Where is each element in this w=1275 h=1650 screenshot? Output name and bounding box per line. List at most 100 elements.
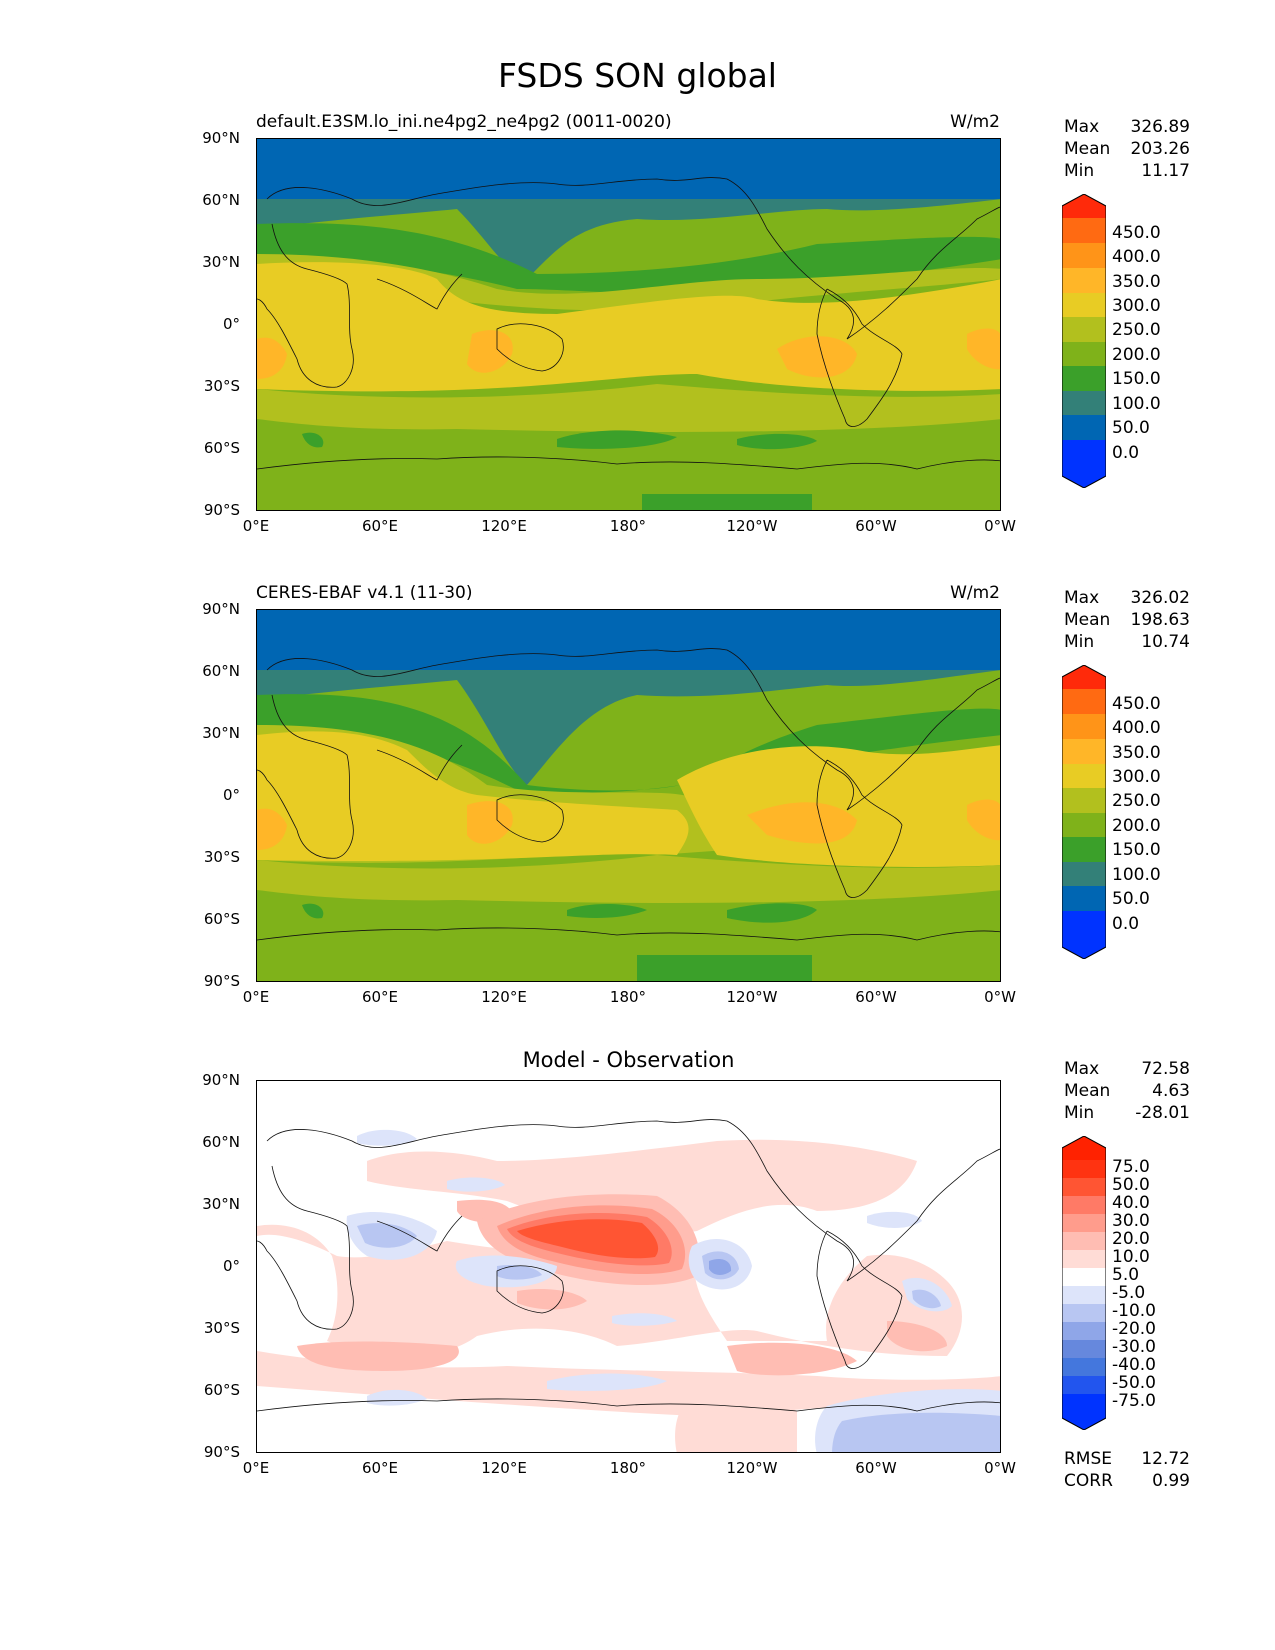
y-tick-label: 60°S [203, 439, 240, 457]
stat-label: Mean [1064, 610, 1111, 630]
map-difference [256, 1080, 1001, 1453]
stat-value: 326.89 [1130, 117, 1190, 137]
map-observation [256, 609, 1001, 982]
stat-label: Min [1064, 632, 1095, 652]
x-tick-label: 0°W [984, 1459, 1016, 1477]
stat-value: 72.58 [1141, 1059, 1190, 1079]
stat-value: 10.74 [1141, 632, 1190, 652]
y-tick-label: 90°N [202, 129, 240, 147]
colorbar-label: 50.0 [1112, 889, 1150, 909]
x-tick-label: 120°E [481, 988, 527, 1006]
x-tick-label: 120°W [726, 517, 778, 535]
colorbar-label: -30.0 [1112, 1337, 1156, 1357]
colorbar-label: 400.0 [1112, 718, 1161, 738]
stats-box: Max 326.02 Mean 198.63 Min 10.74 [1064, 587, 1190, 653]
colorbar-label: -40.0 [1112, 1355, 1156, 1375]
stat-value: 198.63 [1130, 610, 1190, 630]
colorbar-label: 300.0 [1112, 767, 1161, 787]
panel-units: W/m2 [950, 583, 1000, 603]
colorbar-label: 150.0 [1112, 840, 1161, 860]
x-tick-label: 120°W [726, 1459, 778, 1477]
stats-box: Max 326.89 Mean 203.26 Min 11.17 [1064, 116, 1190, 182]
stat-value: 203.26 [1130, 139, 1190, 159]
y-tick-label: 60°N [202, 191, 240, 209]
panel-observation: CERES-EBAF v4.1 (11-30) W/m2 [0, 583, 1275, 1043]
stat-value: 12.72 [1141, 1449, 1190, 1469]
colorbar [1062, 194, 1106, 488]
stat-value: 4.63 [1152, 1081, 1190, 1101]
colorbar-label: 450.0 [1112, 223, 1161, 243]
y-tick-label: 30°N [202, 253, 240, 271]
y-tick-label: 90°S [203, 501, 240, 519]
stat-label: Mean [1064, 1081, 1111, 1101]
colorbar [1062, 1136, 1106, 1430]
stat-label: RMSE [1064, 1449, 1113, 1469]
colorbar-label: 50.0 [1112, 1175, 1150, 1195]
colorbar [1062, 665, 1106, 959]
colorbar-label: 450.0 [1112, 694, 1161, 714]
colorbar-label: 400.0 [1112, 247, 1161, 267]
x-tick-label: 0°E [242, 1459, 270, 1477]
panel-difference: Model - Observation [0, 1048, 1275, 1514]
x-tick-label: 60°W [855, 988, 897, 1006]
x-tick-label: 180° [609, 988, 647, 1006]
colorbar-label: 150.0 [1112, 369, 1161, 389]
x-tick-label: 60°W [855, 1459, 897, 1477]
colorbar-label: 5.0 [1112, 1265, 1140, 1285]
x-tick-label: 60°E [361, 517, 399, 535]
stat-value: 326.02 [1130, 588, 1190, 608]
figure-title: FSDS SON global [498, 56, 777, 95]
y-tick-label: 30°S [203, 848, 240, 866]
y-tick-label: 60°N [202, 662, 240, 680]
y-tick-label: 90°N [202, 1071, 240, 1089]
y-tick-label: 60°S [203, 910, 240, 928]
colorbar-label: -50.0 [1112, 1373, 1156, 1393]
colorbar-label: 250.0 [1112, 791, 1161, 811]
stat-label: Max [1064, 1059, 1100, 1079]
y-tick-label: 30°S [203, 377, 240, 395]
stats-box: Max 72.58 Mean 4.63 Min -28.01 [1064, 1058, 1190, 1124]
stat-value: 11.17 [1141, 161, 1190, 181]
panel-model: default.E3SM.lo_ini.ne4pg2_ne4pg2 (0011-… [0, 112, 1275, 572]
panel-title: Model - Observation [522, 1048, 735, 1072]
x-tick-label: 60°E [361, 1459, 399, 1477]
x-tick-label: 0°W [984, 988, 1016, 1006]
y-tick-label: 0° [222, 786, 240, 804]
map-model [256, 138, 1001, 511]
colorbar-label: 350.0 [1112, 743, 1161, 763]
x-tick-label: 0°E [242, 988, 270, 1006]
y-tick-label: 60°S [203, 1381, 240, 1399]
y-tick-label: 30°N [202, 724, 240, 742]
y-tick-label: 30°N [202, 1195, 240, 1213]
error-stats: RMSE 12.72 CORR 0.99 [1064, 1448, 1190, 1492]
stat-label: Max [1064, 588, 1100, 608]
colorbar-label: 200.0 [1112, 345, 1161, 365]
colorbar-label: 30.0 [1112, 1211, 1150, 1231]
colorbar-label: 100.0 [1112, 394, 1161, 414]
x-tick-label: 0°E [242, 517, 270, 535]
panel-title: CERES-EBAF v4.1 (11-30) [256, 583, 473, 603]
stat-value: 0.99 [1152, 1471, 1190, 1491]
x-tick-label: 60°E [361, 988, 399, 1006]
y-tick-label: 90°S [203, 972, 240, 990]
colorbar-label: -10.0 [1112, 1301, 1156, 1321]
stat-label: Mean [1064, 139, 1111, 159]
stat-label: Min [1064, 1103, 1095, 1123]
y-tick-label: 90°S [203, 1443, 240, 1461]
y-tick-label: 90°N [202, 600, 240, 618]
colorbar-label: 0.0 [1112, 443, 1140, 463]
stat-value: -28.01 [1135, 1103, 1190, 1123]
x-tick-label: 60°W [855, 517, 897, 535]
y-tick-label: 60°N [202, 1133, 240, 1151]
stat-label: Min [1064, 161, 1095, 181]
colorbar-label: 0.0 [1112, 914, 1140, 934]
y-tick-label: 0° [222, 315, 240, 333]
colorbar-label: 100.0 [1112, 865, 1161, 885]
colorbar-label: 10.0 [1112, 1247, 1150, 1267]
colorbar-label: 75.0 [1112, 1157, 1150, 1177]
x-tick-label: 120°E [481, 517, 527, 535]
colorbar-label: -20.0 [1112, 1319, 1156, 1339]
panel-units: W/m2 [950, 112, 1000, 132]
colorbar-label: 250.0 [1112, 320, 1161, 340]
colorbar-label: -75.0 [1112, 1391, 1156, 1411]
